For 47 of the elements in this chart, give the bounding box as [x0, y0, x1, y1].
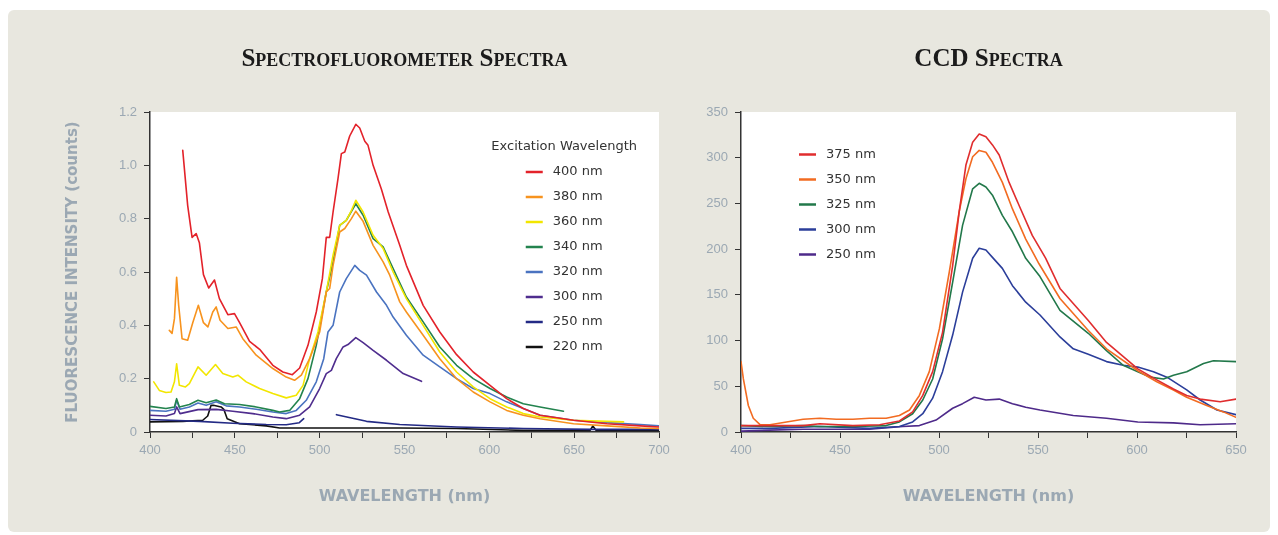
legend-label: 380 nm: [552, 188, 603, 204]
legend-label: 325 nm: [826, 195, 876, 211]
y-tick-label: 0.6: [118, 263, 137, 279]
y-tick-label: 250: [706, 195, 728, 211]
x-tick-label: 600: [1126, 442, 1148, 458]
x-tick-label: 700: [648, 442, 670, 458]
legend-label: 250 nm: [826, 245, 876, 261]
x-tick-label: 600: [478, 442, 501, 458]
legend-label: 360 nm: [552, 213, 603, 229]
legend-label: 300 nm: [552, 288, 603, 304]
legend-label: 300 nm: [826, 220, 876, 236]
y-tick-label: 1.0: [118, 156, 137, 172]
y-tick-label: 1.2: [118, 103, 137, 119]
legend-label: 375 nm: [826, 145, 876, 161]
x-axis-title: WAVELENGTH (nm): [902, 485, 1075, 505]
legend-label: 250 nm: [552, 313, 603, 329]
legend-label: 320 nm: [552, 263, 603, 279]
y-tick-label: 0: [720, 423, 728, 439]
x-tick-label: 550: [393, 442, 416, 458]
legend-label: 350 nm: [826, 170, 876, 186]
y-tick-label: 50: [713, 377, 728, 393]
y-tick-label: 0.2: [118, 370, 137, 386]
x-tick-label: 550: [1027, 442, 1049, 458]
x-tick-label: 400: [730, 442, 752, 458]
y-tick-label: 0: [129, 423, 137, 439]
y-axis-title: FLUORESCENCE INTENSITY (counts): [62, 121, 81, 423]
x-tick-label: 450: [829, 442, 851, 458]
y-tick-label: 350: [706, 103, 728, 119]
y-tick-label: 0.8: [118, 210, 137, 226]
x-tick-label: 650: [563, 442, 586, 458]
chart-title: CCD Spectra: [913, 43, 1064, 73]
y-tick-label: 200: [706, 240, 728, 256]
x-tick-label: 500: [928, 442, 950, 458]
legend-label: 340 nm: [552, 238, 603, 254]
legend-label: 400 nm: [552, 163, 603, 179]
legend-title: Excitation Wavelength: [491, 138, 637, 154]
y-tick-label: 0.4: [118, 316, 137, 332]
y-tick-label: 100: [706, 332, 728, 348]
x-tick-label: 500: [308, 442, 331, 458]
x-tick-label: 400: [139, 442, 161, 458]
y-tick-label: 150: [706, 286, 728, 302]
y-tick-label: 300: [706, 149, 728, 165]
x-tick-label: 450: [223, 442, 246, 458]
x-axis-title: WAVELENGTH (nm): [318, 485, 491, 505]
legend-label: 220 nm: [552, 338, 603, 354]
chart-title: Spectrofluorometer Spectra: [240, 43, 569, 73]
x-tick-label: 650: [1225, 442, 1247, 458]
